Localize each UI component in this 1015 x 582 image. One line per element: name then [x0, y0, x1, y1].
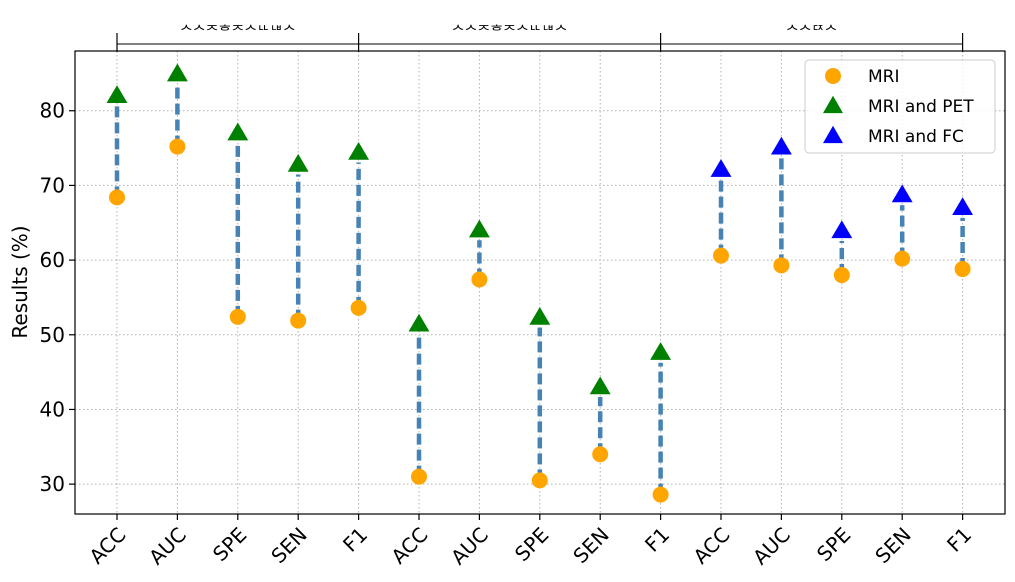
- mri-point: [169, 138, 186, 155]
- mri-and-pet-point: [348, 141, 370, 160]
- group-header: ᄉᄉᄌᄒᄌᄉᄔᄖᄉ ᄉᄉᄌᄒᄌᄉᄔᄖᄉ ᄉᄉᄃᄌᄉ: [116, 24, 964, 52]
- legend: MRI MRI and PET MRI and FC: [804, 59, 996, 154]
- mri-and-pet-point: [106, 85, 128, 103]
- mri-point: [350, 299, 367, 316]
- mri-and-pet-point: [287, 153, 309, 172]
- mri-and-fc-point: [891, 184, 913, 203]
- data-points: [106, 63, 974, 503]
- y-tick-label: 50: [40, 323, 65, 347]
- legend-marker-mri: [825, 68, 841, 84]
- mri-point: [411, 468, 427, 485]
- legend-label: MRI and FC: [868, 127, 964, 147]
- y-axis-label: Results (%): [8, 225, 32, 338]
- mri-and-fc-point: [831, 220, 853, 239]
- mri-point: [531, 472, 548, 489]
- mri-and-pet-point: [589, 376, 611, 395]
- y-axis: 30 40 50 60 70 80: [40, 99, 75, 496]
- group-label: ᄉᄉᄌᄒᄌᄉᄔᄖᄉ: [452, 24, 568, 40]
- mri-point: [471, 271, 488, 288]
- x-tick-label: SPE: [812, 523, 855, 566]
- x-tick-label: ACC: [84, 523, 130, 569]
- y-tick-label: 30: [40, 472, 65, 496]
- y-tick-label: 60: [40, 248, 65, 272]
- mri-and-fc-point: [770, 136, 792, 155]
- mri-and-pet-point: [227, 122, 249, 141]
- mri-point: [229, 308, 246, 325]
- mri-and-pet-point: [468, 219, 490, 238]
- mri-point: [773, 257, 790, 274]
- x-tick-label: SPE: [208, 523, 251, 566]
- y-tick-label: 40: [40, 397, 65, 421]
- y-tick-label: 70: [40, 173, 65, 197]
- x-tick-label: AUC: [748, 523, 795, 570]
- mri-and-fc-point: [710, 159, 732, 177]
- connectors: [114, 84, 965, 495]
- x-tick-label: SEN: [870, 523, 915, 568]
- legend-label: MRI and PET: [868, 97, 974, 117]
- legend-marker-mri-and-fc: [823, 125, 843, 144]
- x-tick-label: F1: [338, 523, 372, 557]
- mri-point: [652, 486, 669, 503]
- x-tick-label: SEN: [266, 523, 311, 568]
- x-tick-label: F1: [942, 523, 976, 557]
- mri-point: [592, 446, 609, 463]
- mri-point: [954, 261, 971, 278]
- x-tick-label: AUC: [446, 523, 493, 570]
- legend-box: [804, 59, 996, 154]
- mri-and-pet-point: [408, 313, 430, 332]
- mri-and-fc-point: [952, 197, 974, 216]
- mri-point: [109, 189, 125, 206]
- mri-and-pet-point: [650, 342, 672, 360]
- x-tick-label: ACC: [688, 523, 734, 569]
- x-tick-label: F1: [640, 523, 674, 557]
- legend-label: MRI: [868, 67, 900, 87]
- group-label: ᄉᄉᄌᄒᄌᄉᄔᄖᄉ: [180, 24, 296, 40]
- x-axis: ACC AUC SPE SEN F1 ACC AUC SPE SEN F1 ACC AUC SPE SEN…: [84, 514, 976, 569]
- mri-and-pet-point: [166, 63, 188, 82]
- mri-and-pet-point: [529, 306, 551, 325]
- x-tick-label: SEN: [568, 523, 613, 568]
- mri-point: [290, 312, 307, 329]
- legend-marker-mri-and-pet: [823, 95, 843, 114]
- mri-point: [894, 250, 911, 267]
- x-tick-label: AUC: [144, 523, 191, 570]
- group-label: ᄉᄉᄃᄌᄉ: [786, 24, 838, 40]
- y-tick-label: 80: [40, 99, 65, 123]
- mri-point: [833, 267, 850, 284]
- x-tick-label: ACC: [386, 523, 432, 569]
- mri-point: [713, 247, 729, 264]
- x-tick-label: SPE: [510, 523, 553, 566]
